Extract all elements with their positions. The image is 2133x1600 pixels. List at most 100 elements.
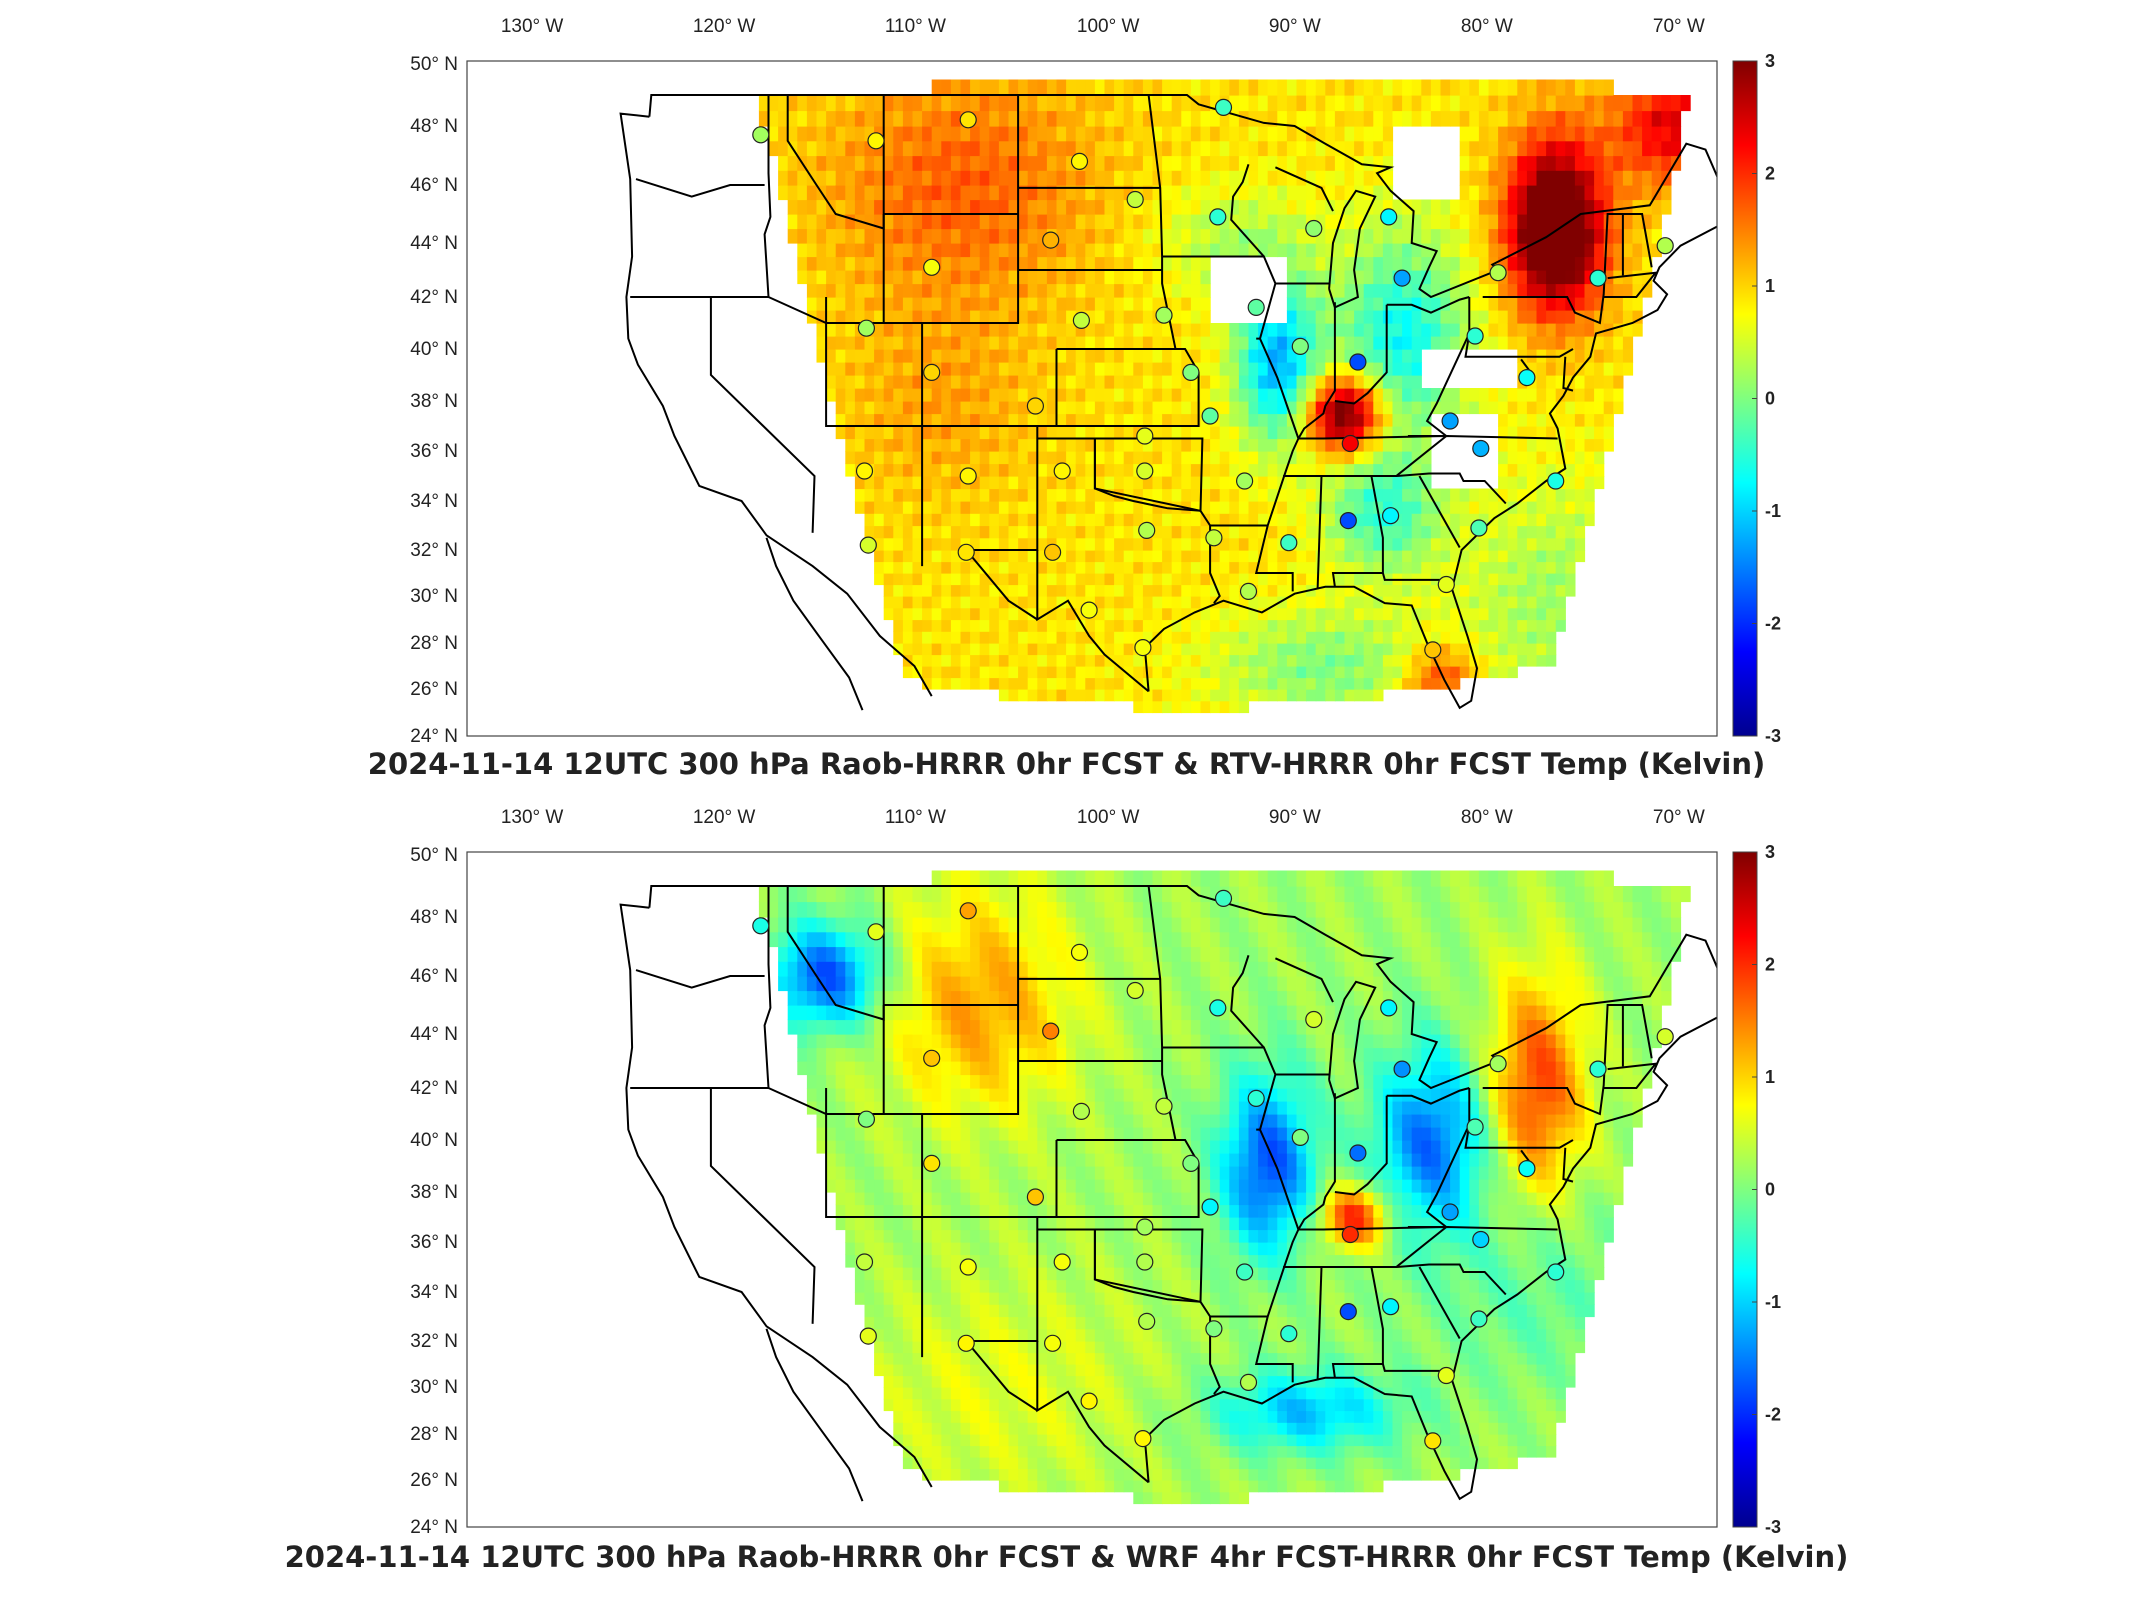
- field-cell: [835, 1127, 846, 1141]
- field-cell: [979, 1153, 990, 1167]
- field-cell: [1114, 476, 1125, 490]
- latitude-label: 28° N: [410, 633, 458, 654]
- field-cell: [1075, 525, 1086, 539]
- field-cell: [1162, 488, 1173, 502]
- field-cell: [1440, 525, 1451, 539]
- field-cell: [922, 631, 933, 644]
- field-cell: [1190, 550, 1202, 563]
- field-cell: [1536, 270, 1547, 285]
- field-cell: [1402, 349, 1413, 363]
- field-cell: [874, 1005, 885, 1021]
- field-cell: [1210, 689, 1221, 702]
- field-cell: [874, 1316, 885, 1330]
- field-cell: [960, 990, 971, 1006]
- field-cell: [941, 451, 952, 465]
- field-cell: [902, 336, 914, 350]
- field-cell: [970, 126, 981, 142]
- field-cell: [1325, 140, 1336, 157]
- field-cell: [1526, 170, 1538, 186]
- field-cell: [1267, 323, 1278, 337]
- field-cell: [1056, 1316, 1067, 1330]
- field-cell: [1123, 401, 1134, 415]
- field-cell: [1027, 388, 1038, 402]
- field-cell: [1594, 375, 1605, 389]
- field-cell: [1267, 476, 1278, 490]
- field-cell: [1354, 666, 1365, 679]
- field-cell: [1152, 619, 1163, 632]
- field-cell: [1517, 283, 1528, 298]
- field-cell: [787, 199, 798, 215]
- raob-station-marker: [859, 536, 877, 554]
- field-cell: [1555, 619, 1566, 632]
- field-cell: [1104, 349, 1115, 363]
- raob-station-marker: [1339, 511, 1357, 530]
- field-cell: [1018, 375, 1029, 389]
- field-cell: [998, 426, 1010, 440]
- field-cell: [1373, 323, 1384, 337]
- field-cell: [1114, 199, 1125, 215]
- field-cell: [1651, 140, 1662, 157]
- field-cell: [1200, 155, 1211, 171]
- field-cell: [1430, 488, 1442, 502]
- field-cell: [797, 256, 808, 271]
- field-cell: [1075, 584, 1086, 597]
- field-cell: [941, 155, 952, 171]
- field-cell: [1171, 155, 1182, 171]
- field-cell: [1440, 666, 1451, 679]
- field-cell: [950, 323, 962, 337]
- raob-station-marker: [1072, 311, 1091, 329]
- field-cell: [1392, 413, 1403, 427]
- field-cell: [1632, 185, 1643, 201]
- field-cell: [1027, 1445, 1038, 1458]
- field-cell: [1315, 170, 1326, 186]
- field-cell: [979, 1101, 990, 1115]
- field-cell: [1584, 451, 1595, 465]
- field-cell: [1517, 155, 1528, 171]
- field-cell: [1142, 401, 1154, 415]
- field-cell: [1104, 170, 1115, 186]
- field-cell: [1200, 550, 1211, 563]
- field-cell: [989, 214, 1000, 230]
- field-cell: [1094, 170, 1106, 186]
- field-cell: [1306, 401, 1317, 415]
- field-cell: [1334, 170, 1346, 186]
- field-cell: [797, 110, 808, 127]
- field-cell: [1133, 413, 1144, 427]
- field-cell: [1114, 451, 1125, 465]
- field-cell: [1123, 336, 1134, 350]
- field-cell: [1018, 185, 1029, 201]
- field-cell: [1046, 501, 1058, 514]
- field-cell: [893, 501, 904, 514]
- field-cell: [874, 401, 885, 415]
- field-cell: [1066, 214, 1077, 230]
- field-cell: [1488, 573, 1499, 586]
- field-cell: [1258, 95, 1269, 112]
- field-cell: [1094, 573, 1106, 586]
- field-cell: [1325, 689, 1336, 702]
- field-cell: [970, 607, 981, 621]
- field-cell: [931, 917, 942, 933]
- field-cell: [1181, 631, 1192, 644]
- field-cell: [1411, 95, 1422, 112]
- field-cell: [912, 297, 923, 311]
- field-cell: [1373, 573, 1384, 586]
- field-cell: [1248, 463, 1259, 477]
- field-cell: [816, 214, 827, 230]
- field-cell: [960, 677, 971, 690]
- field-cell: [931, 270, 942, 285]
- field-cell: [950, 870, 962, 887]
- field-cell: [1162, 426, 1173, 440]
- field-cell: [1152, 185, 1163, 201]
- field-cell: [874, 1192, 885, 1206]
- field-cell: [1258, 185, 1269, 201]
- field-cell: [970, 1410, 981, 1423]
- field-cell: [1075, 297, 1086, 311]
- field-cell: [912, 401, 923, 415]
- field-cell: [1046, 1468, 1058, 1481]
- field-cell: [1267, 451, 1278, 465]
- field-cell: [1152, 283, 1163, 298]
- field-cell: [1046, 170, 1058, 186]
- field-cell: [854, 451, 866, 465]
- field-cell: [998, 110, 1010, 127]
- field-cell: [874, 1328, 885, 1342]
